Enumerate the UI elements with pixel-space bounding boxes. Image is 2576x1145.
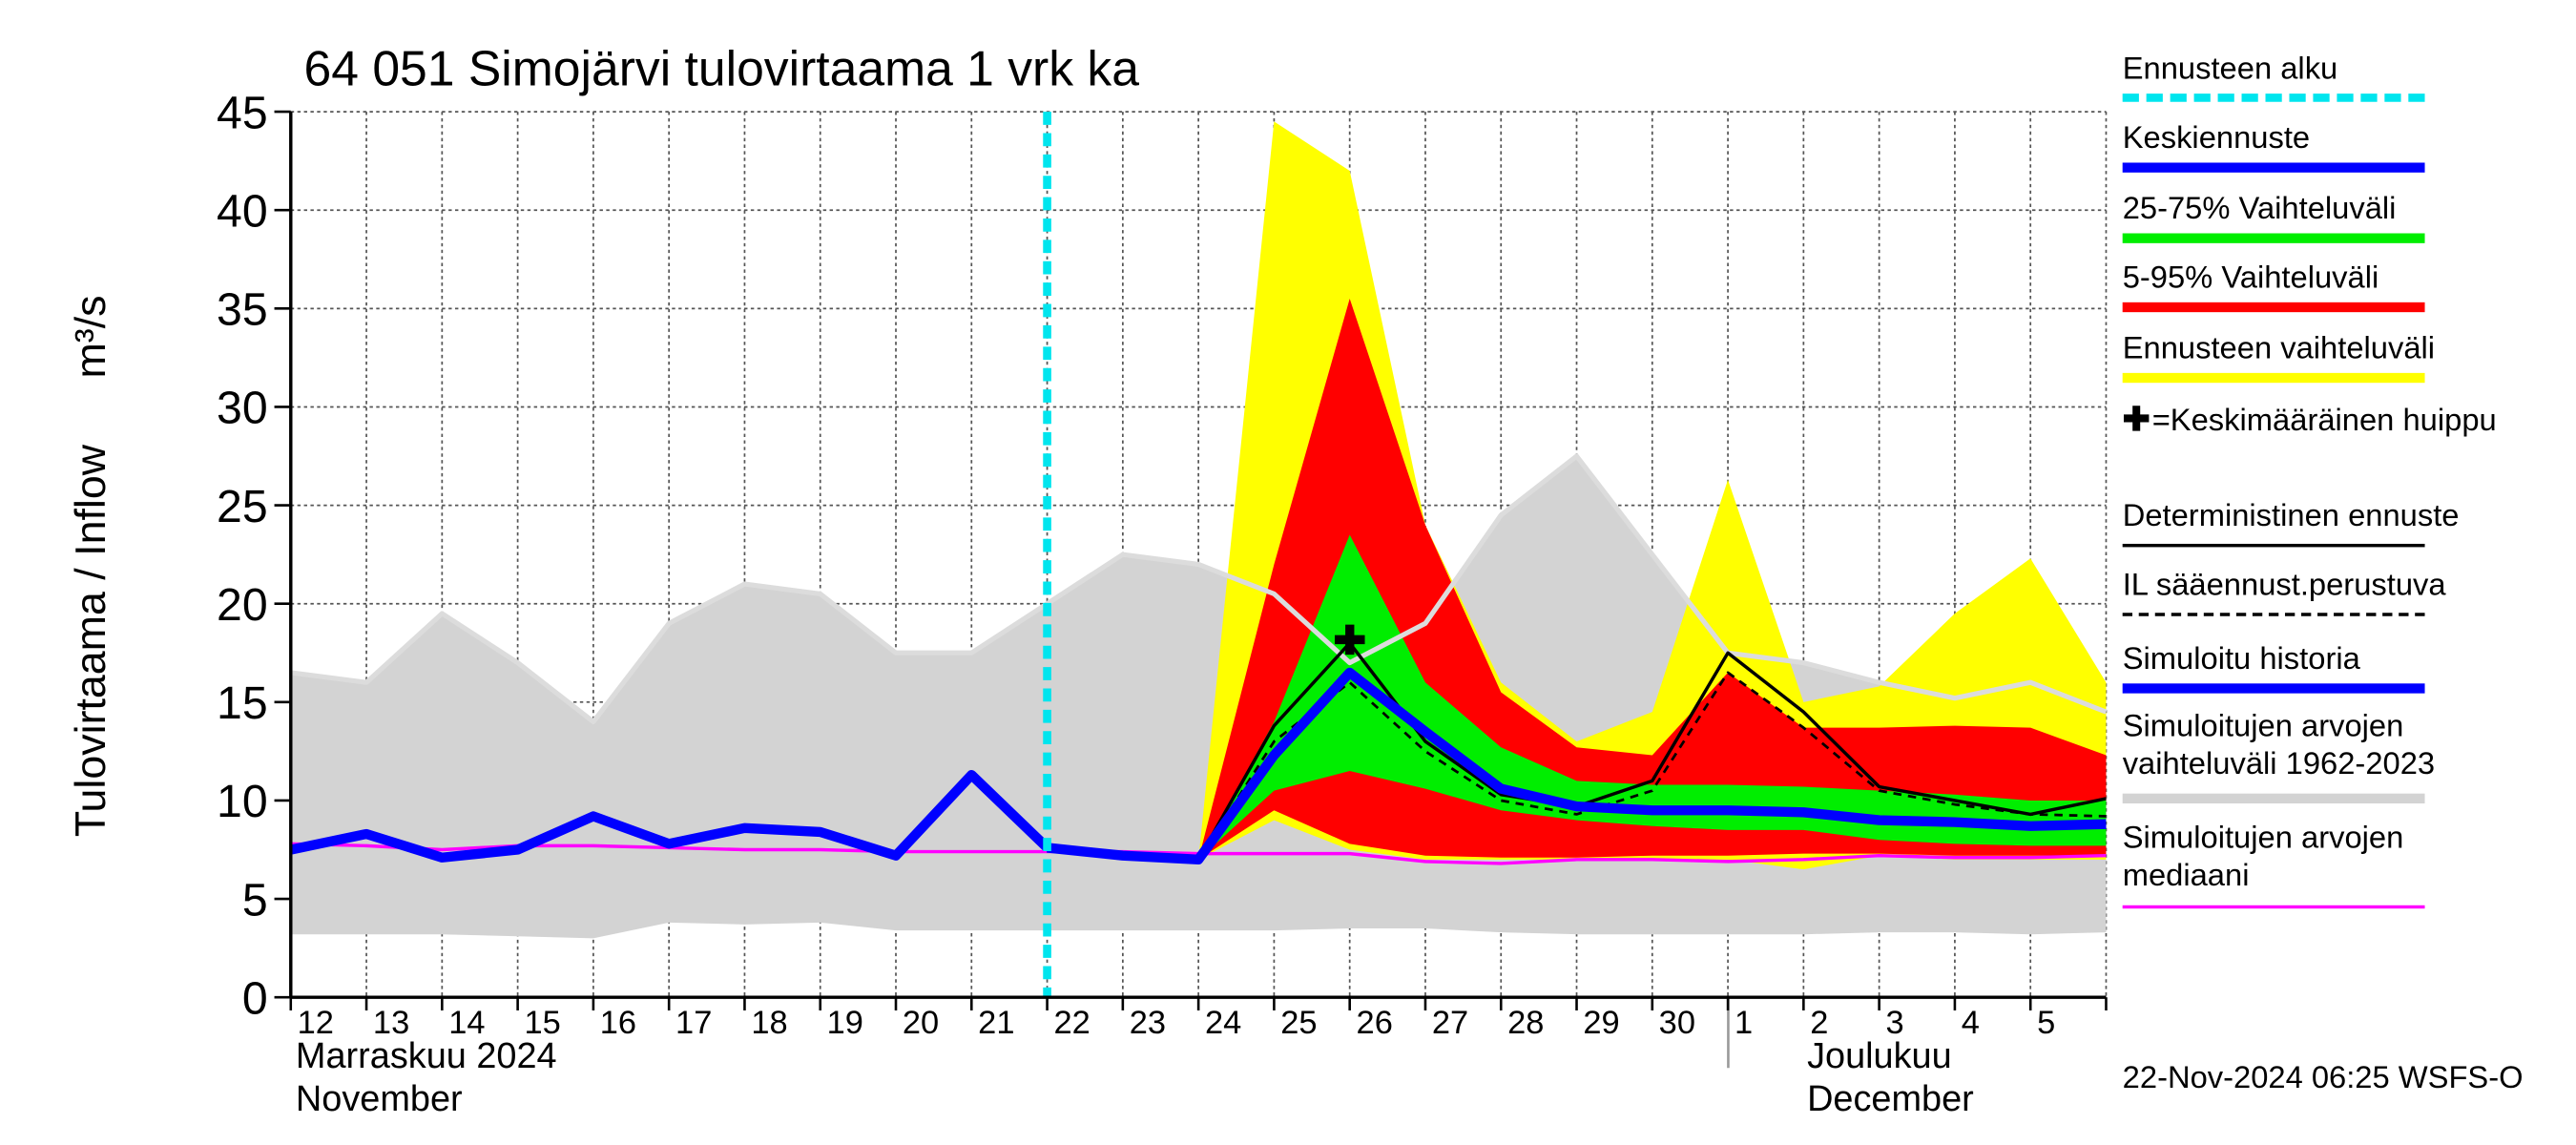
- legend-label: IL sääennust.perustuva: [2122, 568, 2446, 603]
- y-tick-label: 40: [217, 185, 268, 237]
- y-tick-label: 35: [217, 284, 268, 336]
- x-tick-label: 21: [978, 1005, 1014, 1041]
- y-tick-label: 30: [217, 383, 268, 434]
- peak-marker: ✚: [1333, 618, 1366, 662]
- series-line: [1047, 667, 2107, 864]
- x-tick-label: 23: [1130, 1005, 1166, 1041]
- x-tick-label: 25: [1280, 1005, 1317, 1041]
- legend-swatch: [2122, 233, 2425, 243]
- legend-swatch: [2122, 94, 2425, 102]
- x-tick-label: 28: [1507, 1005, 1544, 1041]
- y-axis-unit: m³/s: [67, 295, 114, 378]
- y-tick-label: 25: [217, 481, 268, 532]
- x-tick-label: 16: [600, 1005, 636, 1041]
- y-tick-label: 5: [242, 874, 268, 926]
- legend-swatch: [2122, 793, 2425, 804]
- legend-label: Simuloitujen arvojen mediaani: [2122, 821, 2404, 894]
- legend-label: Deterministinen ennuste: [2122, 499, 2460, 534]
- x-tick-label: 15: [525, 1005, 561, 1041]
- y-tick-label: 45: [217, 87, 268, 138]
- legend-label: =Keskimääräinen huippu: [2151, 404, 2497, 439]
- legend-swatch: [2122, 613, 2425, 616]
- month-label: November: [296, 1079, 463, 1119]
- x-tick-label: 18: [751, 1005, 787, 1041]
- range-band: [1198, 534, 2107, 860]
- x-tick-label: 20: [903, 1005, 939, 1041]
- series-line: [290, 453, 2108, 725]
- x-tick-label: 2: [1810, 1005, 1828, 1041]
- x-tick-label: 30: [1659, 1005, 1695, 1041]
- month-label: December: [1807, 1079, 1974, 1119]
- legend-label: Ennusteen alku: [2122, 52, 2338, 88]
- x-tick-label: 17: [675, 1005, 712, 1041]
- x-tick-label: 29: [1583, 1005, 1619, 1041]
- y-axis-label: Tulovirtaama / Inflow: [67, 444, 114, 837]
- legend-swatch: [2122, 302, 2425, 313]
- month-label: Joulukuu: [1807, 1036, 1952, 1076]
- legend-label: Simuloitujen arvojen vaihteluväli 1962-2…: [2122, 709, 2436, 782]
- x-tick-label: 12: [298, 1005, 334, 1041]
- legend-swatch: [2122, 905, 2425, 909]
- x-tick-label: 4: [1962, 1005, 1980, 1041]
- legend-swatch: [2122, 683, 2425, 694]
- legend-marker: ✚: [2122, 402, 2150, 439]
- x-tick-label: 3: [1886, 1005, 1904, 1041]
- series-line: [289, 769, 1051, 863]
- legend-swatch: [2122, 162, 2425, 173]
- y-tick-label: 0: [242, 972, 268, 1024]
- legend-label: Keskiennuste: [2122, 121, 2311, 156]
- x-tick-label: 1: [1735, 1005, 1753, 1041]
- y-tick-label: 15: [217, 677, 268, 729]
- x-tick-label: 19: [827, 1005, 863, 1041]
- x-tick-label: 14: [448, 1005, 485, 1041]
- x-tick-label: 26: [1357, 1005, 1393, 1041]
- footer: 22-Nov-2024 06:25 WSFS-O: [2123, 1059, 2524, 1094]
- x-tick-label: 13: [373, 1005, 409, 1041]
- legend-swatch: [2122, 372, 2425, 384]
- legend-label: 5-95% Vaihteluväli: [2122, 260, 2379, 296]
- x-tick-label: 24: [1205, 1005, 1241, 1041]
- x-tick-label: 22: [1053, 1005, 1090, 1041]
- chart-title: 64 051 Simojärvi tulovirtaama 1 vrk ka: [304, 41, 1140, 96]
- y-tick-label: 20: [217, 579, 268, 631]
- x-tick-label: 5: [2037, 1005, 2055, 1041]
- month-label: Marraskuu 2024: [296, 1036, 557, 1076]
- legend-label: Ennusteen vaihteluväli: [2122, 331, 2436, 366]
- legend-label: Simuloitu historia: [2122, 642, 2360, 677]
- legend-label: 25-75% Vaihteluväli: [2122, 192, 2397, 227]
- series-line: [1196, 671, 2107, 861]
- y-tick-label: 10: [217, 776, 268, 827]
- legend-swatch: [2122, 543, 2425, 548]
- x-tick-label: 27: [1432, 1005, 1468, 1041]
